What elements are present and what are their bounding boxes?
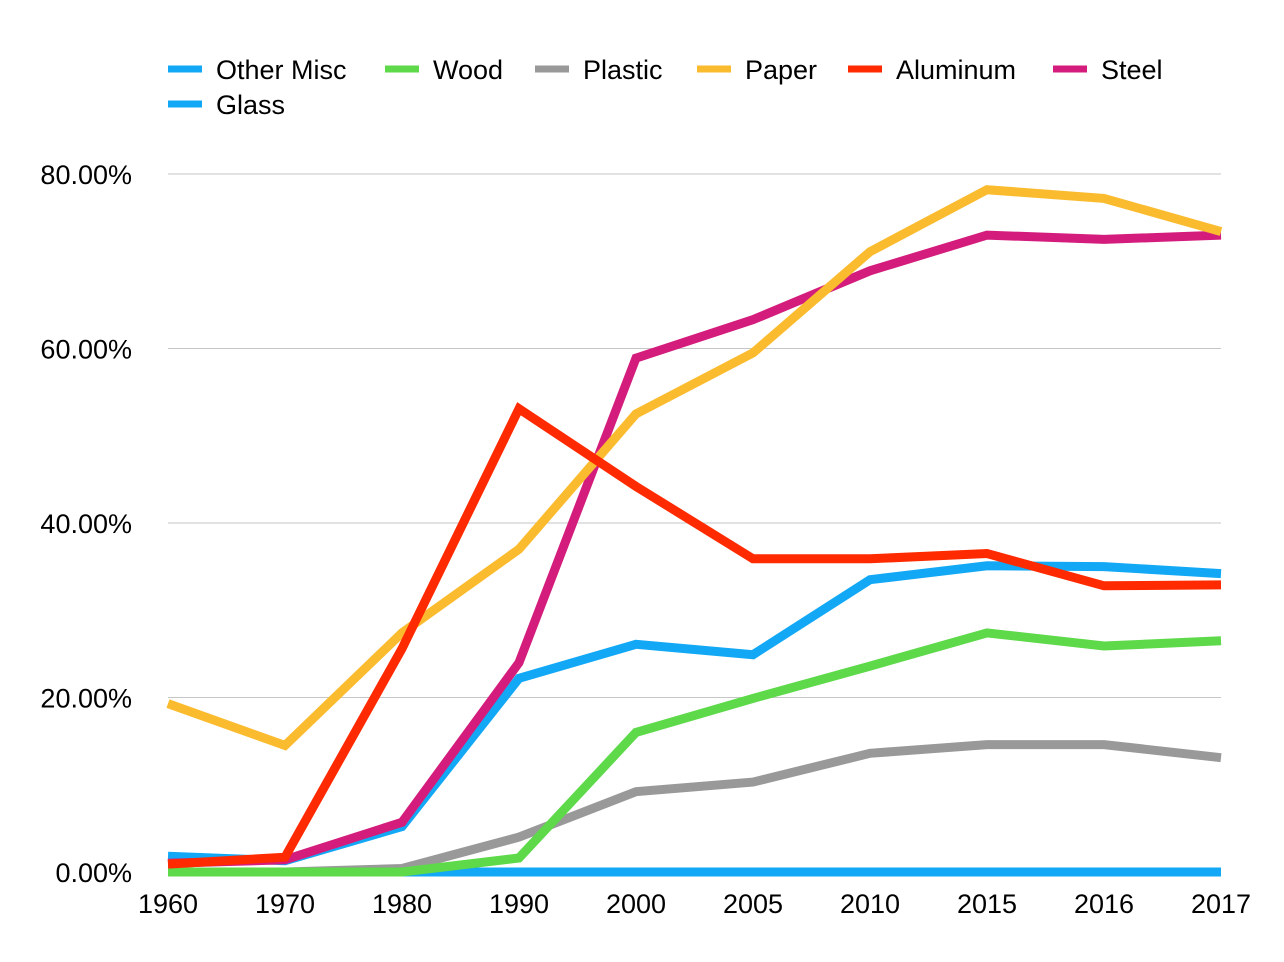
series-line-steel xyxy=(167,230,1222,868)
x-tick-label: 2005 xyxy=(723,889,783,919)
x-tick-label: 1970 xyxy=(255,889,315,919)
y-tick-label: 0.00% xyxy=(55,858,132,888)
legend-label-paper: Paper xyxy=(745,55,817,85)
x-tick-label: 2016 xyxy=(1074,889,1134,919)
x-tick-label: 2010 xyxy=(840,889,900,919)
y-tick-label: 60.00% xyxy=(40,335,132,365)
legend-label-steel: Steel xyxy=(1101,55,1163,85)
x-tick-label: 1960 xyxy=(138,889,198,919)
x-tick-label: 1990 xyxy=(489,889,549,919)
y-tick-label: 20.00% xyxy=(40,684,132,714)
series-lines xyxy=(166,185,1223,877)
legend-label-wood: Wood xyxy=(433,55,503,85)
series-line-paper xyxy=(166,185,1223,751)
legend-label-glass: Glass xyxy=(216,90,285,120)
y-tick-label: 80.00% xyxy=(40,160,132,190)
y-tick-label: 40.00% xyxy=(40,509,132,539)
x-axis-tick-labels: 1960 1970 1980 1990 2000 2005 2010 2015 2016 2017 xyxy=(138,889,1251,919)
series-line-wood xyxy=(168,628,1222,877)
x-tick-label: 1980 xyxy=(372,889,432,919)
legend: Other Misc Wood Plastic Paper Aluminum Steel G… xyxy=(168,55,1163,120)
legend-label-aluminum: Aluminum xyxy=(896,55,1016,85)
legend-label-plastic: Plastic xyxy=(583,55,663,85)
x-tick-label: 2015 xyxy=(957,889,1017,919)
legend-label-other-misc: Other Misc xyxy=(216,55,347,85)
x-tick-label: 2017 xyxy=(1191,889,1251,919)
x-tick-label: 2000 xyxy=(606,889,666,919)
y-axis-tick-labels: 0.00% 20.00% 40.00% 60.00% 80.00% xyxy=(40,160,132,888)
series-line-aluminum xyxy=(167,402,1222,869)
